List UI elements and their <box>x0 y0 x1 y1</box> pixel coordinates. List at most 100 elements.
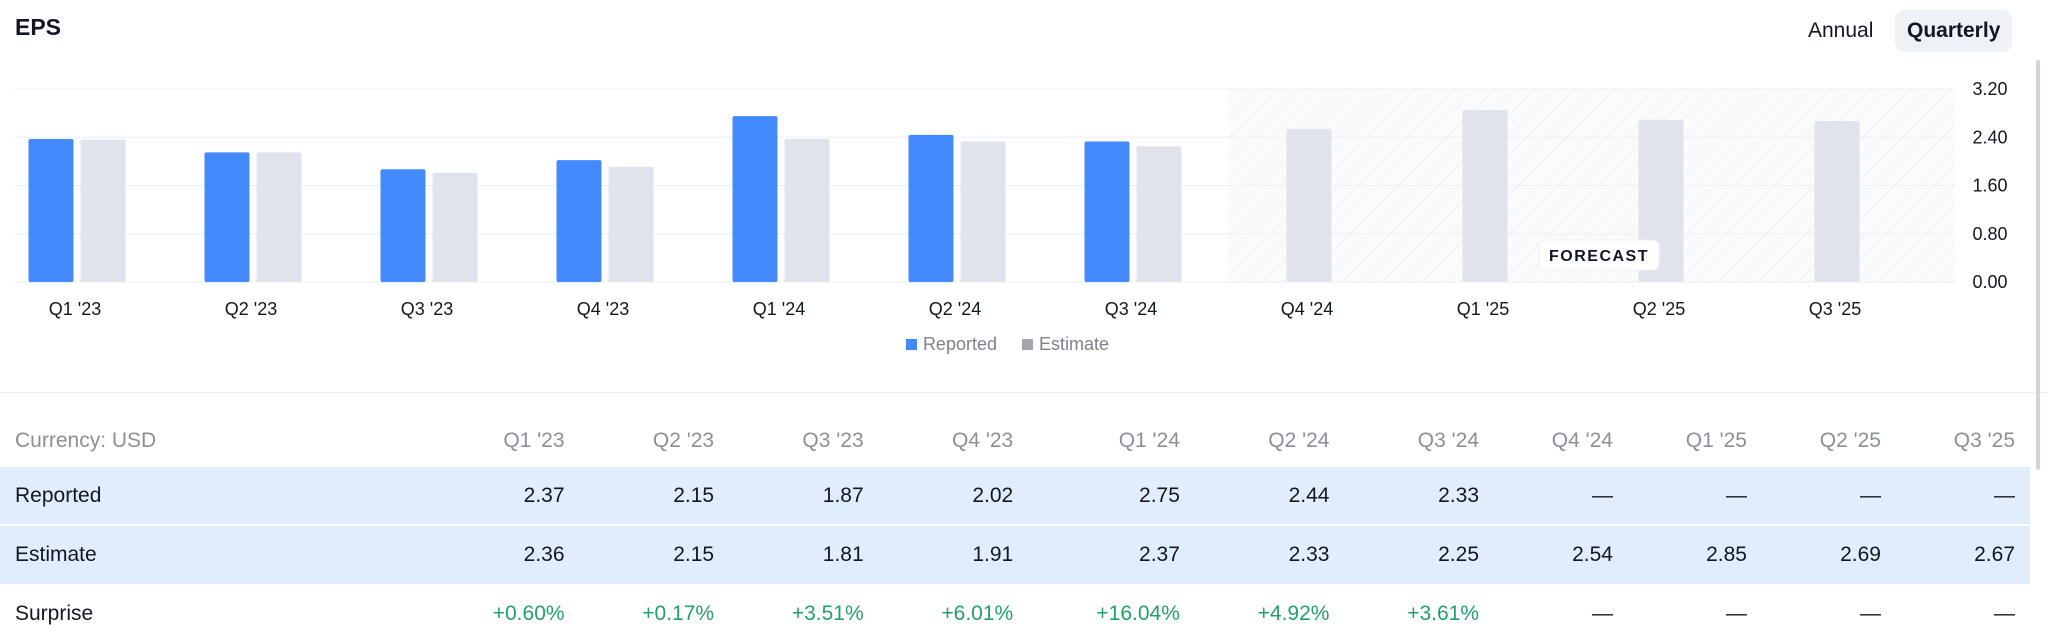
table-cell: 1.91 <box>878 525 1029 584</box>
row-label: Surprise <box>15 602 94 625</box>
column-header: Q2 '25 <box>1819 429 1881 452</box>
x-tick-label: Q2 '23 <box>225 299 277 319</box>
bar-reported <box>1084 141 1130 282</box>
bar-estimate <box>256 152 302 282</box>
table-cell: — <box>1994 602 2015 625</box>
vertical-scrollbar[interactable] <box>2036 60 2040 470</box>
row-label: Reported <box>0 467 430 526</box>
table-cell: 2.44 <box>1194 467 1345 526</box>
quarterly-toggle-button[interactable]: Quarterly <box>1895 10 2013 52</box>
section-divider <box>0 392 2048 393</box>
table-cell: 2.33 <box>1344 467 1494 526</box>
y-tick-label: 0.00 <box>1972 272 2007 292</box>
row-label: Estimate <box>0 525 430 584</box>
legend-swatch-reported <box>905 339 917 350</box>
table-row-estimate[interactable]: Estimate 2.36 2.15 1.81 1.91 2.37 2.33 2… <box>0 525 2030 584</box>
table-cell: 2.67 <box>1895 525 2030 584</box>
bar-estimate <box>608 166 654 282</box>
column-header: Q3 '24 <box>1417 429 1479 452</box>
table-cell: 2.15 <box>579 525 730 584</box>
column-header: Q4 '23 <box>951 429 1014 452</box>
bar-reported <box>908 134 954 282</box>
table-cell: 2.15 <box>579 467 730 526</box>
column-header: Q1 '25 <box>1685 429 1747 452</box>
table-cell: — <box>1725 602 1747 625</box>
bar-estimate <box>1286 128 1332 282</box>
column-header: Q4 '24 <box>1551 429 1613 452</box>
chart-legend: Reported Estimate <box>0 334 2015 355</box>
table-cell: — <box>1627 467 1762 526</box>
bar-estimate <box>80 139 126 282</box>
table-cell: 2.54 <box>1494 525 1628 584</box>
x-tick-label: Q1 '25 <box>1457 299 1509 319</box>
bar-estimate <box>1136 146 1182 282</box>
y-tick-label: 3.20 <box>1972 79 2007 99</box>
eps-bar-chart: 3.20 2.40 1.60 0.80 0.00 Q1 '23 Q2 '23 Q3 '23 Q… <box>15 79 2008 319</box>
table-cell: — <box>1859 602 1881 625</box>
table-header-row: Currency: USD Q1 '23 Q2 '23 Q3 '23 Q4 '2… <box>0 395 2030 467</box>
table-cell: +4.92% <box>1257 602 1330 625</box>
table-cell: — <box>1761 467 1896 526</box>
column-header: Q1 '23 <box>503 429 565 452</box>
x-tick-label: Q4 '23 <box>577 299 629 319</box>
table-cell: +0.60% <box>492 602 565 625</box>
bar-reported <box>556 160 602 282</box>
forecast-badge <box>1538 239 1660 271</box>
column-header: Q3 '25 <box>1953 429 2015 452</box>
table-cell: 2.37 <box>430 467 580 526</box>
column-header: Q1 '24 <box>1118 429 1180 452</box>
x-tick-label: Q3 '24 <box>1105 299 1157 319</box>
bar-estimate <box>960 141 1006 282</box>
x-tick-label: Q2 '25 <box>1633 299 1685 319</box>
x-tick-label: Q3 '25 <box>1809 299 1861 319</box>
table-cell: 2.25 <box>1344 525 1494 584</box>
annual-toggle-button[interactable]: Annual <box>1808 19 1874 42</box>
column-header: Q2 '23 <box>652 429 715 452</box>
x-tick-label: Q4 '24 <box>1281 299 1333 319</box>
table-cell: +3.51% <box>791 602 864 625</box>
bar-estimate <box>432 172 478 282</box>
column-header: Q2 '24 <box>1268 429 1330 452</box>
legend-label-estimate: Estimate <box>1039 334 1110 354</box>
legend-swatch-estimate <box>1022 339 1034 350</box>
table-cell: +3.61% <box>1407 602 1479 625</box>
table-row-surprise[interactable]: Surprise +0.60% +0.17% +3.51% +6.01% +16… <box>0 584 2030 644</box>
table-cell: 2.33 <box>1194 525 1345 584</box>
bar-estimate <box>1814 120 1860 282</box>
table-cell: — <box>1591 602 1613 625</box>
legend-label-reported: Reported <box>922 334 997 354</box>
x-tick-label: Q3 '23 <box>401 299 453 319</box>
legend-item-estimate[interactable]: Estimate <box>1022 334 1109 355</box>
table-row-reported[interactable]: Reported 2.37 2.15 1.87 2.02 2.75 2.44 2… <box>0 467 2030 526</box>
table-cell: 2.02 <box>878 467 1029 526</box>
page-title: EPS <box>15 14 62 40</box>
table-cell: +0.17% <box>642 602 715 625</box>
table-cell: 2.85 <box>1627 525 1762 584</box>
table-cell: 1.81 <box>729 525 879 584</box>
y-tick-label: 0.80 <box>1972 224 2007 244</box>
bar-reported <box>28 139 74 282</box>
table-cell: +6.01% <box>941 602 1014 625</box>
table-cell: — <box>1494 467 1628 526</box>
bar-reported <box>380 169 426 282</box>
legend-item-reported[interactable]: Reported <box>905 334 997 355</box>
y-tick-label: 2.40 <box>1972 127 2007 147</box>
x-tick-label: Q1 '24 <box>753 299 805 319</box>
bar-estimate <box>784 139 830 282</box>
bar-estimate <box>1462 110 1508 282</box>
bar-reported <box>204 152 250 282</box>
table-cell: +16.04% <box>1096 602 1180 625</box>
column-header: Q3 '23 <box>802 429 864 452</box>
table-cell: 2.75 <box>1028 467 1195 526</box>
currency-label: Currency: USD <box>15 429 157 452</box>
x-tick-label: Q2 '24 <box>929 299 981 319</box>
forecast-label: FORECAST <box>1549 248 1649 265</box>
y-tick-label: 1.60 <box>1972 176 2007 196</box>
table-cell: 2.69 <box>1761 525 1896 584</box>
table-cell: 2.37 <box>1028 525 1195 584</box>
table-cell: — <box>1895 467 2030 526</box>
x-tick-label: Q1 '23 <box>49 299 101 319</box>
eps-data-table: Currency: USD Q1 '23 Q2 '23 Q3 '23 Q4 '2… <box>0 395 2030 644</box>
table-cell: 2.36 <box>430 525 580 584</box>
bar-reported <box>732 116 778 282</box>
